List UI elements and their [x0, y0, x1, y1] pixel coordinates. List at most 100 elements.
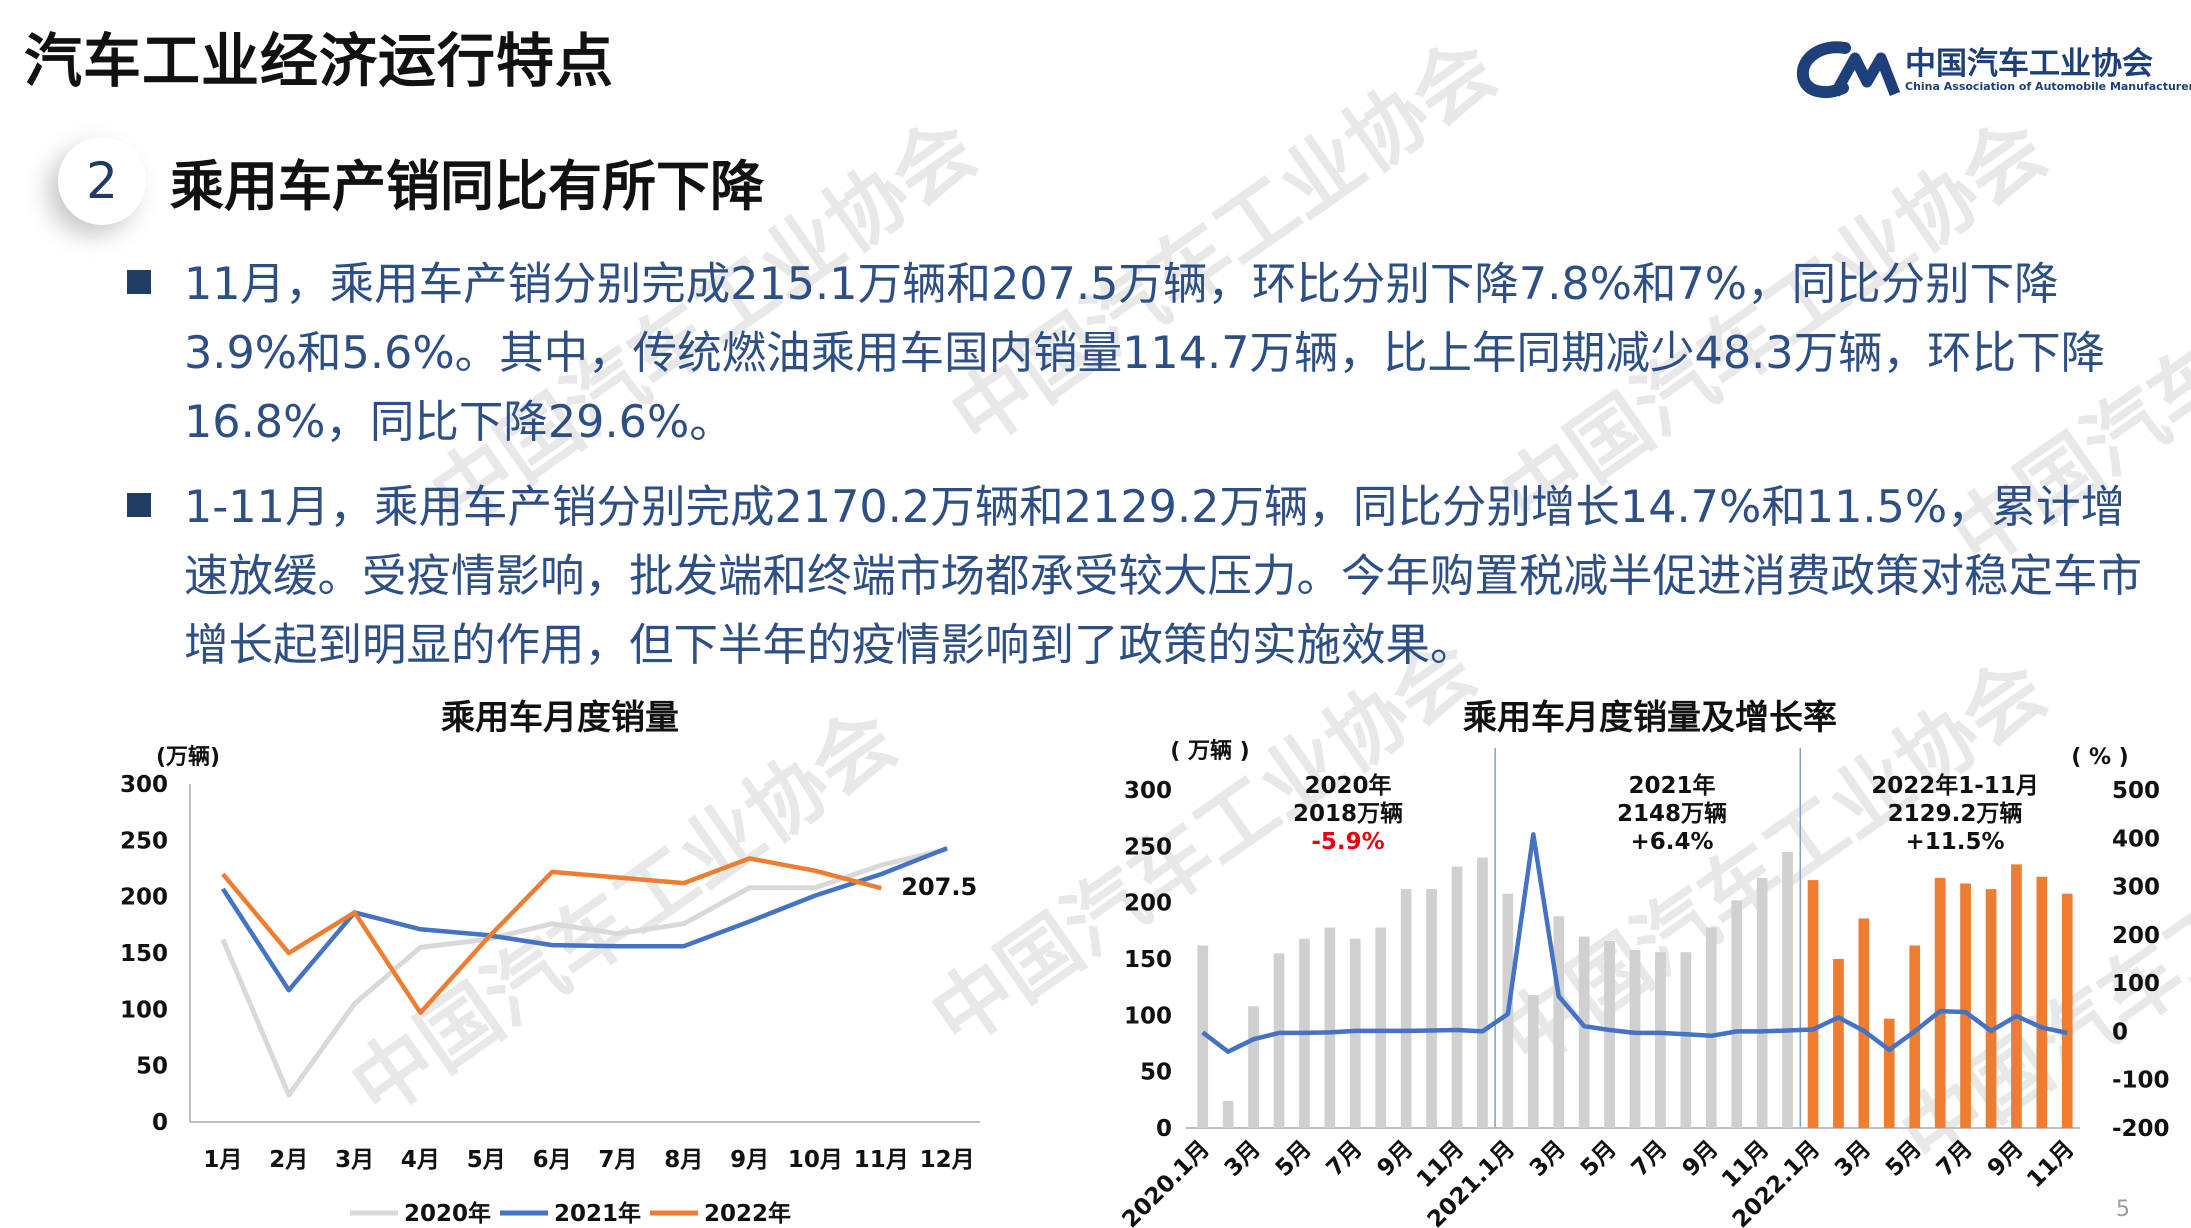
chart1-x-tick-label: 7月: [598, 1147, 637, 1173]
chart2-x-tick-label: 7月: [1627, 1136, 1673, 1182]
chart2-growth-rate-line: [1201, 832, 2068, 1054]
chart2-x-tick-label: 3月: [1830, 1136, 1876, 1182]
chart2-x-tick-label: 5月: [1881, 1136, 1927, 1182]
chart2-bar: [1934, 877, 1946, 1128]
chart2-left-y-tick-label: 250: [1124, 834, 1172, 860]
chart2-bar: [1578, 936, 1590, 1128]
chart2-left-y-tick-label: 200: [1124, 891, 1172, 917]
chart2-year-box-growth: +6.4%: [1630, 829, 1713, 855]
chart1-y-tick-label: 150: [120, 941, 168, 967]
chart1-series-line-2020年: [220, 846, 948, 1098]
chart2-bar: [1324, 927, 1336, 1128]
chart2-bar: [1426, 889, 1437, 1128]
cam-logo-icon: [1796, 41, 1901, 98]
chart2-bar: [2036, 876, 2048, 1128]
chart2-year-box-title: 2021年: [1628, 772, 1715, 799]
chart2-bar: [1756, 877, 1768, 1128]
chart2-bar: [1273, 953, 1285, 1128]
chart1-x-tick-label: 11月: [854, 1147, 909, 1173]
chart2-bar: [1807, 880, 1819, 1128]
chart2-x-tick-label: 7月: [1322, 1136, 1368, 1182]
page-number: 5: [2116, 1197, 2130, 1222]
bullet-marker-2: [127, 493, 151, 517]
chart2-year-box-title: 2022年1-11月: [1871, 772, 2039, 799]
chart2-bar: [1705, 927, 1717, 1128]
chart2-x-tick-label: 5月: [1271, 1136, 1317, 1182]
chart2-year-box-volume: 2129.2万辆: [1888, 801, 2023, 827]
chart1-y-tick-label: 0: [152, 1110, 168, 1136]
chart2-right-y-tick-label: -200: [2112, 1116, 2170, 1142]
chart1-x-tick-label: 12月: [920, 1147, 975, 1173]
chart2-bar: [1731, 900, 1743, 1128]
chart2-bar: [1527, 995, 1539, 1128]
chart1-legend-label: 2020年: [404, 1200, 491, 1227]
chart2-left-y-tick-label: 0: [1156, 1116, 1172, 1142]
chart1-unit-label: (万辆): [156, 744, 220, 770]
chart2-bar: [1477, 857, 1488, 1128]
chart2-bar: [1349, 938, 1361, 1128]
chart1-x-tick-label: 1月: [203, 1147, 242, 1173]
chart2-right-unit-label: ( % ): [2071, 745, 2128, 770]
chart2-x-tick-label: 7月: [1932, 1136, 1978, 1182]
chart2-year-box-volume: 2018万辆: [1293, 801, 1403, 827]
logo-en-text: China Association of Automobile Manufact…: [1905, 80, 2191, 93]
chart2-left-y-tick-label: 300: [1124, 778, 1172, 804]
chart1-data-label: 207.5: [901, 873, 977, 901]
chart2-left-y-tick-label: 100: [1124, 1003, 1172, 1029]
chart2-right-y-tick-label: 0: [2112, 1019, 2128, 1045]
chart2-bar: [1833, 959, 1844, 1128]
chart2-right-y-tick-label: -100: [2112, 1068, 2170, 1094]
chart1-series-line-2021年: [221, 846, 948, 993]
chart2-left-unit-label: ( 万辆 ): [1170, 738, 1249, 764]
chart2-year-box-volume: 2148万辆: [1617, 801, 1727, 827]
bullet-text-1: 11月，乘用车产销分别完成215.1万辆和207.5万辆，环比分别下降7.8%和…: [184, 259, 2106, 448]
chart2-right-y-tick-label: 500: [2112, 778, 2160, 804]
chart2-bar: [1451, 866, 1463, 1128]
chart2-bar: [1909, 945, 1921, 1128]
chart2-bar: [1655, 952, 1666, 1128]
chart2-bar: [1248, 1006, 1259, 1128]
chart2-bar: [1883, 1018, 1895, 1128]
chart2-bar: [2011, 864, 2022, 1128]
chart2-left-y-tick-label: 150: [1124, 947, 1172, 973]
chart2-x-tick-label: 2020.1月: [1118, 1136, 1215, 1228]
chart2-year-box-title: 2020年: [1304, 772, 1391, 799]
chart2-year-box-growth: +11.5%: [1905, 829, 2004, 855]
chart1-y-tick-label: 200: [120, 885, 168, 911]
chart2-bar: [1782, 852, 1793, 1128]
section-number-badge: 2: [58, 137, 146, 225]
chart2-bar: [1553, 916, 1565, 1128]
chart2-bar: [1197, 945, 1209, 1128]
chart2-bar: [1222, 1101, 1234, 1128]
cam-logo: 中国汽车工业协会 China Association of Automobile…: [1795, 36, 2191, 106]
chart2-left-y-tick-label: 50: [1140, 1060, 1172, 1086]
chart1-y-tick-label: 100: [120, 997, 168, 1023]
section-title: 乘用车产销同比有所下降: [170, 155, 764, 218]
chart2-bar: [1985, 889, 1997, 1128]
chart2-year-box-growth: -5.9%: [1311, 829, 1384, 855]
chart1-x-tick-label: 6月: [533, 1147, 572, 1173]
chart2-x-tick-label: 3月: [1525, 1136, 1571, 1182]
chart2-bar: [1375, 927, 1387, 1128]
bullet-marker-1: [127, 270, 151, 294]
chart1-y-tick-label: 250: [120, 828, 168, 854]
chart1-x-tick-label: 10月: [788, 1147, 843, 1173]
chart1-legend-label: 2021年: [554, 1200, 641, 1227]
chart2-bar: [1680, 952, 1692, 1128]
chart1-x-tick-label: 4月: [401, 1147, 440, 1173]
chart2-bar: [1858, 918, 1870, 1128]
chart1-y-tick-label: 50: [136, 1054, 168, 1080]
chart2-bar: [2061, 893, 2073, 1128]
chart2-bar: [1629, 950, 1641, 1128]
chart2-right-y-tick-label: 200: [2112, 923, 2160, 949]
logo-cn-text: 中国汽车工业协会: [1905, 46, 2153, 82]
chart1-x-tick-label: 3月: [335, 1147, 374, 1173]
chart2-x-tick-label: 3月: [1220, 1136, 1266, 1182]
chart1-x-tick-label: 2月: [269, 1147, 308, 1173]
chart1-series-line-2022年: [221, 856, 882, 1015]
chart1-y-tick-label: 300: [120, 772, 168, 798]
chart1-x-tick-label: 9月: [730, 1147, 769, 1173]
chart2-bar: [1960, 883, 1971, 1128]
chart2-right-y-tick-label: 100: [2112, 971, 2160, 997]
